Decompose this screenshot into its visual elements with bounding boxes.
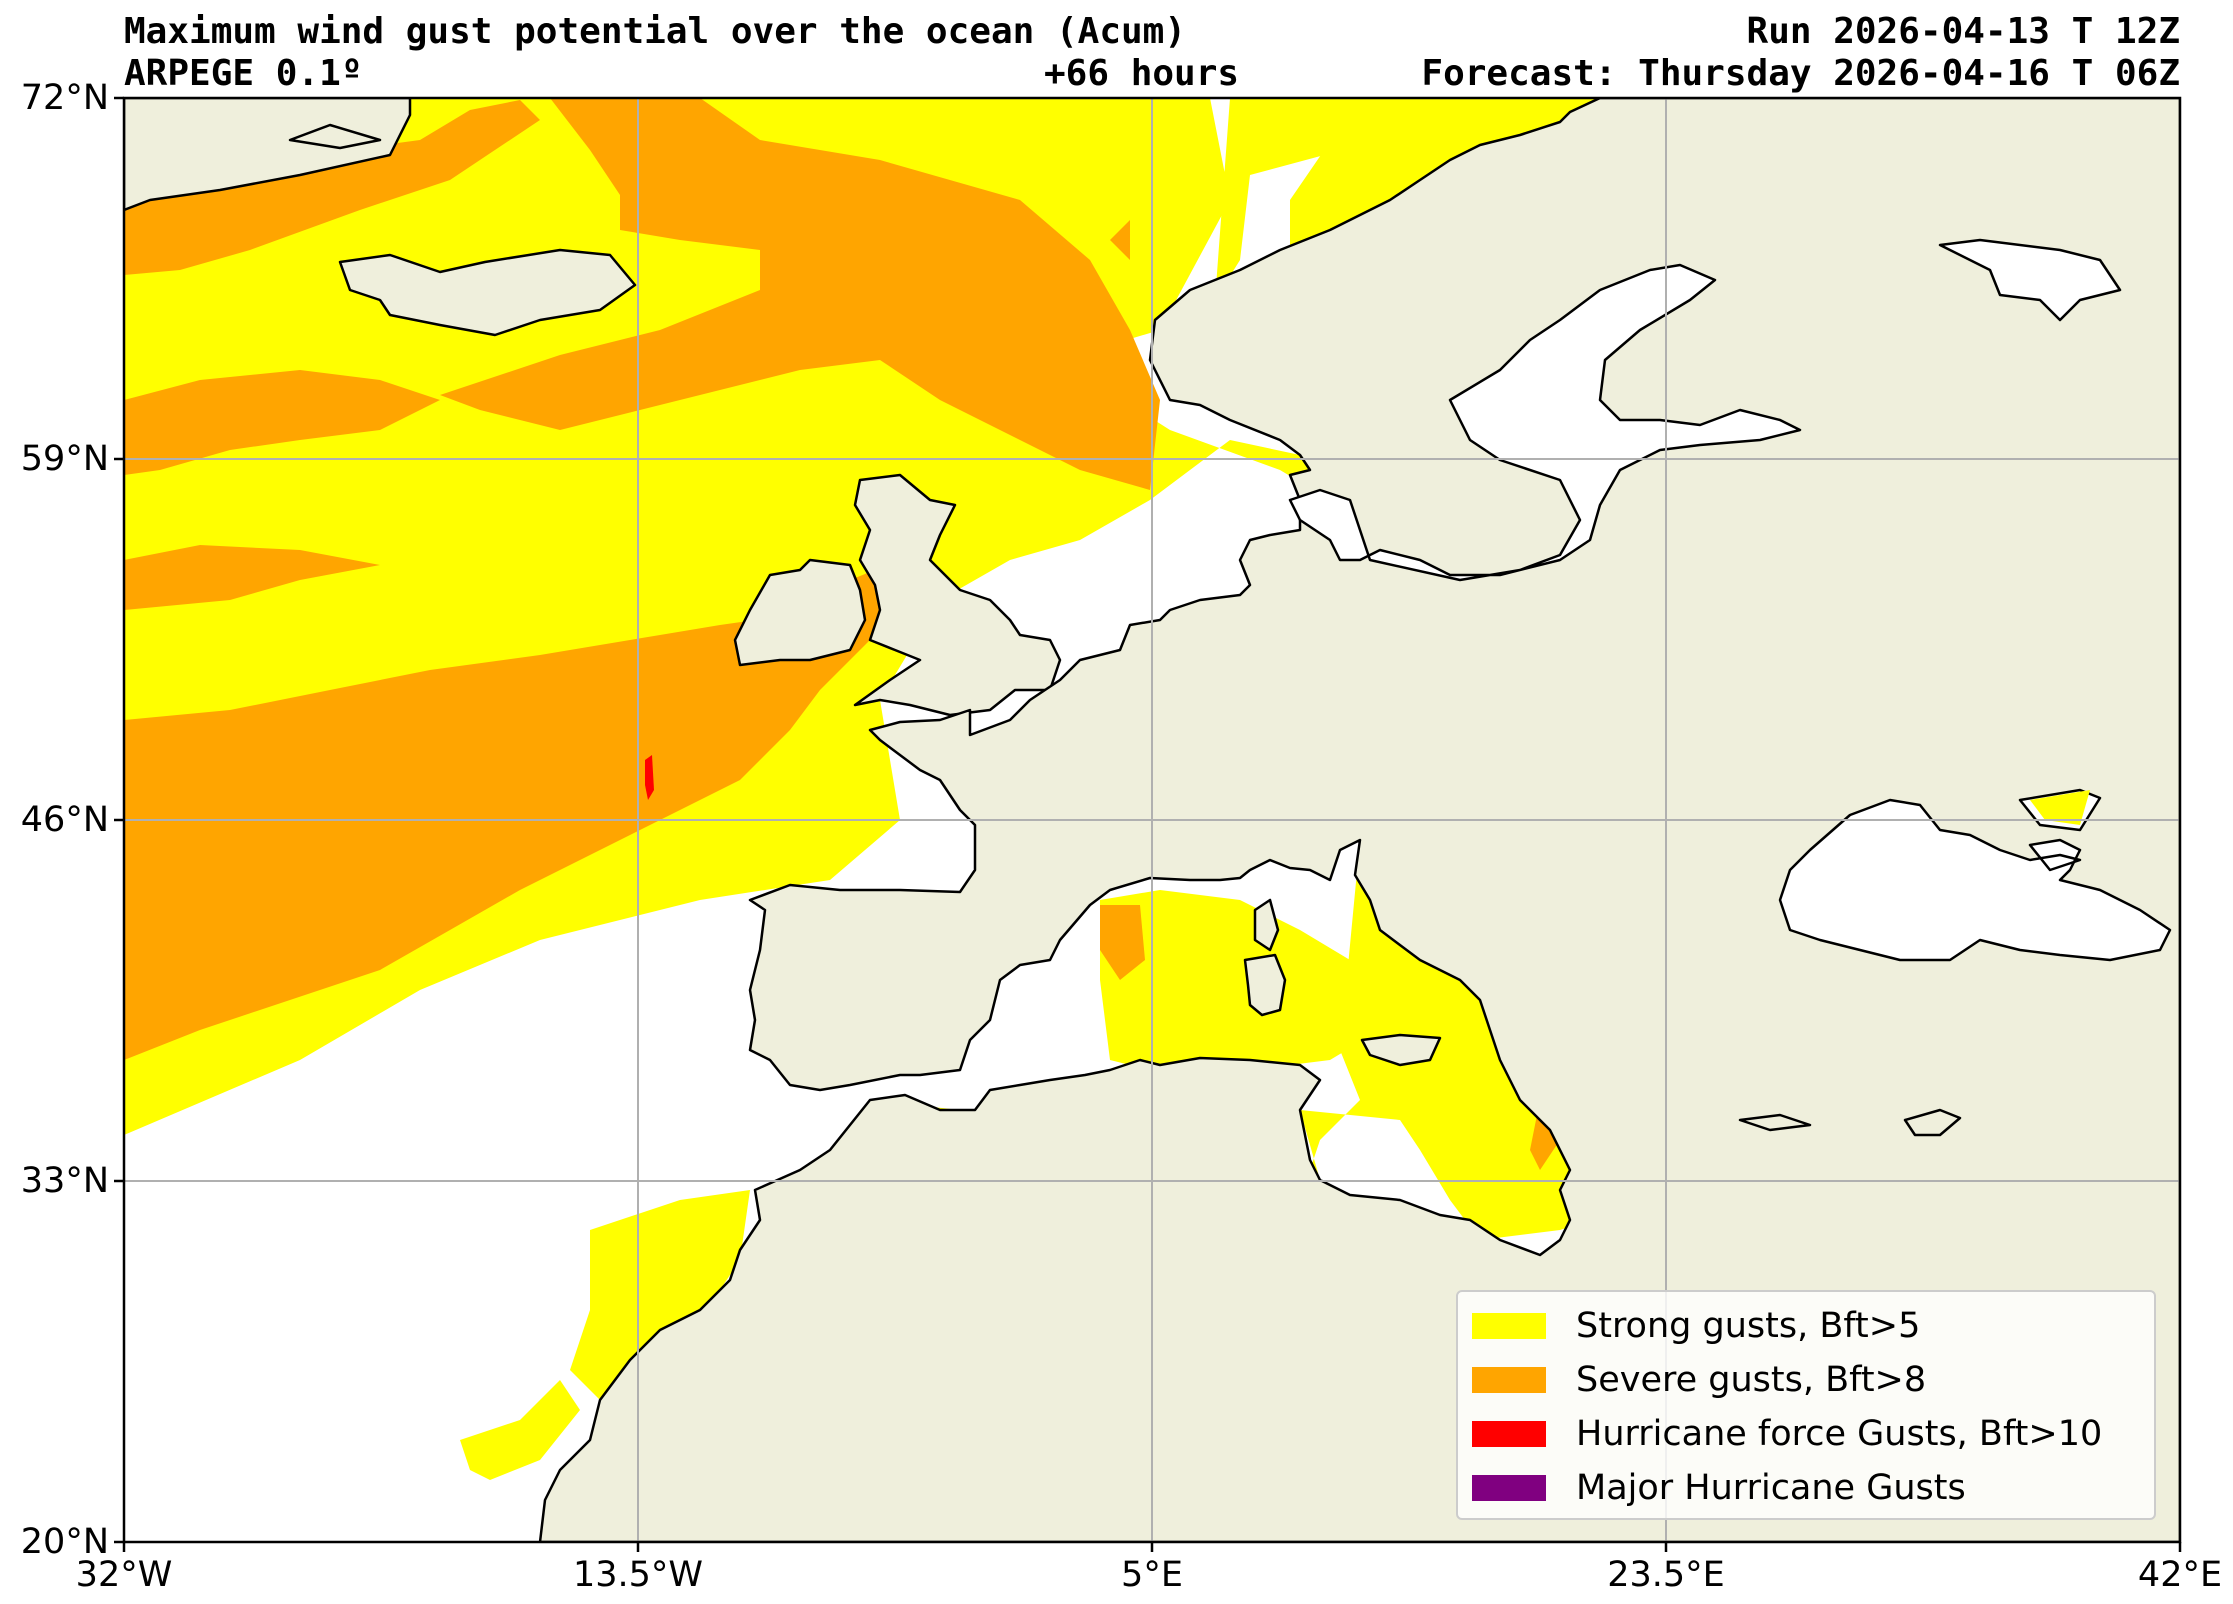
legend: Strong gusts, Bft>5 Severe gusts, Bft>8 … <box>1456 1290 2156 1520</box>
land-corsica <box>1253 898 1280 952</box>
land-cyprus <box>1903 1108 1962 1137</box>
map-title: Maximum wind gust potential over the oce… <box>124 11 1187 52</box>
land-great-britain <box>853 473 1062 717</box>
legend-label-hurricane: Hurricane force Gusts, Bft>10 <box>1576 1414 2103 1454</box>
legend-item-severe: Severe gusts, Bft>8 <box>1472 1360 1926 1400</box>
lat-label-20n: 20°N <box>20 1522 109 1562</box>
sea-gust-overlays <box>2030 790 2090 825</box>
lon-label-32w: 32°W <box>75 1555 173 1595</box>
run-label: Run 2026-04-13 T 12Z <box>1746 11 2180 52</box>
lon-label-23-5e: 23.5°E <box>1607 1555 1725 1595</box>
land-sicily <box>1360 1033 1442 1067</box>
lat-label-59n: 59°N <box>20 439 109 479</box>
model-label: ARPEGE 0.1º <box>124 53 363 94</box>
lead-time-label: +66 hours <box>1044 53 1240 94</box>
legend-swatch-strong <box>1472 1313 1546 1339</box>
land-greenland <box>124 98 412 212</box>
legend-label-major-hurricane: Major Hurricane Gusts <box>1576 1468 1966 1508</box>
legend-label-severe: Severe gusts, Bft>8 <box>1576 1360 1927 1400</box>
legend-item-major-hurricane: Major Hurricane Gusts <box>1472 1468 1966 1508</box>
legend-swatch-hurricane <box>1472 1421 1546 1447</box>
forecast-label: Forecast: Thursday 2026-04-16 T 06Z <box>1421 53 2180 94</box>
land-ireland <box>733 558 867 667</box>
land-sardinia <box>1243 953 1287 1017</box>
land-jan-mayen <box>288 123 382 150</box>
legend-item-hurricane: Hurricane force Gusts, Bft>10 <box>1472 1414 2102 1454</box>
lat-label-72n: 72°N <box>20 78 109 118</box>
lat-label-46n: 46°N <box>20 800 109 840</box>
axis-ticks <box>114 96 2182 1552</box>
lon-label-42e: 42°E <box>2137 1555 2223 1595</box>
legend-item-strong: Strong gusts, Bft>5 <box>1472 1306 1920 1346</box>
lon-label-13-5w: 13.5°W <box>572 1555 704 1595</box>
legend-swatch-severe <box>1472 1367 1546 1393</box>
land-iceland <box>338 248 637 337</box>
lat-label-33n: 33°N <box>20 1161 109 1201</box>
lon-label-5e: 5°E <box>1121 1555 1183 1595</box>
legend-label-strong: Strong gusts, Bft>5 <box>1576 1306 1921 1346</box>
land-crete <box>1738 1113 1812 1132</box>
legend-swatch-major-hurricane <box>1472 1475 1546 1501</box>
hurricane-gusts-area <box>645 755 654 800</box>
